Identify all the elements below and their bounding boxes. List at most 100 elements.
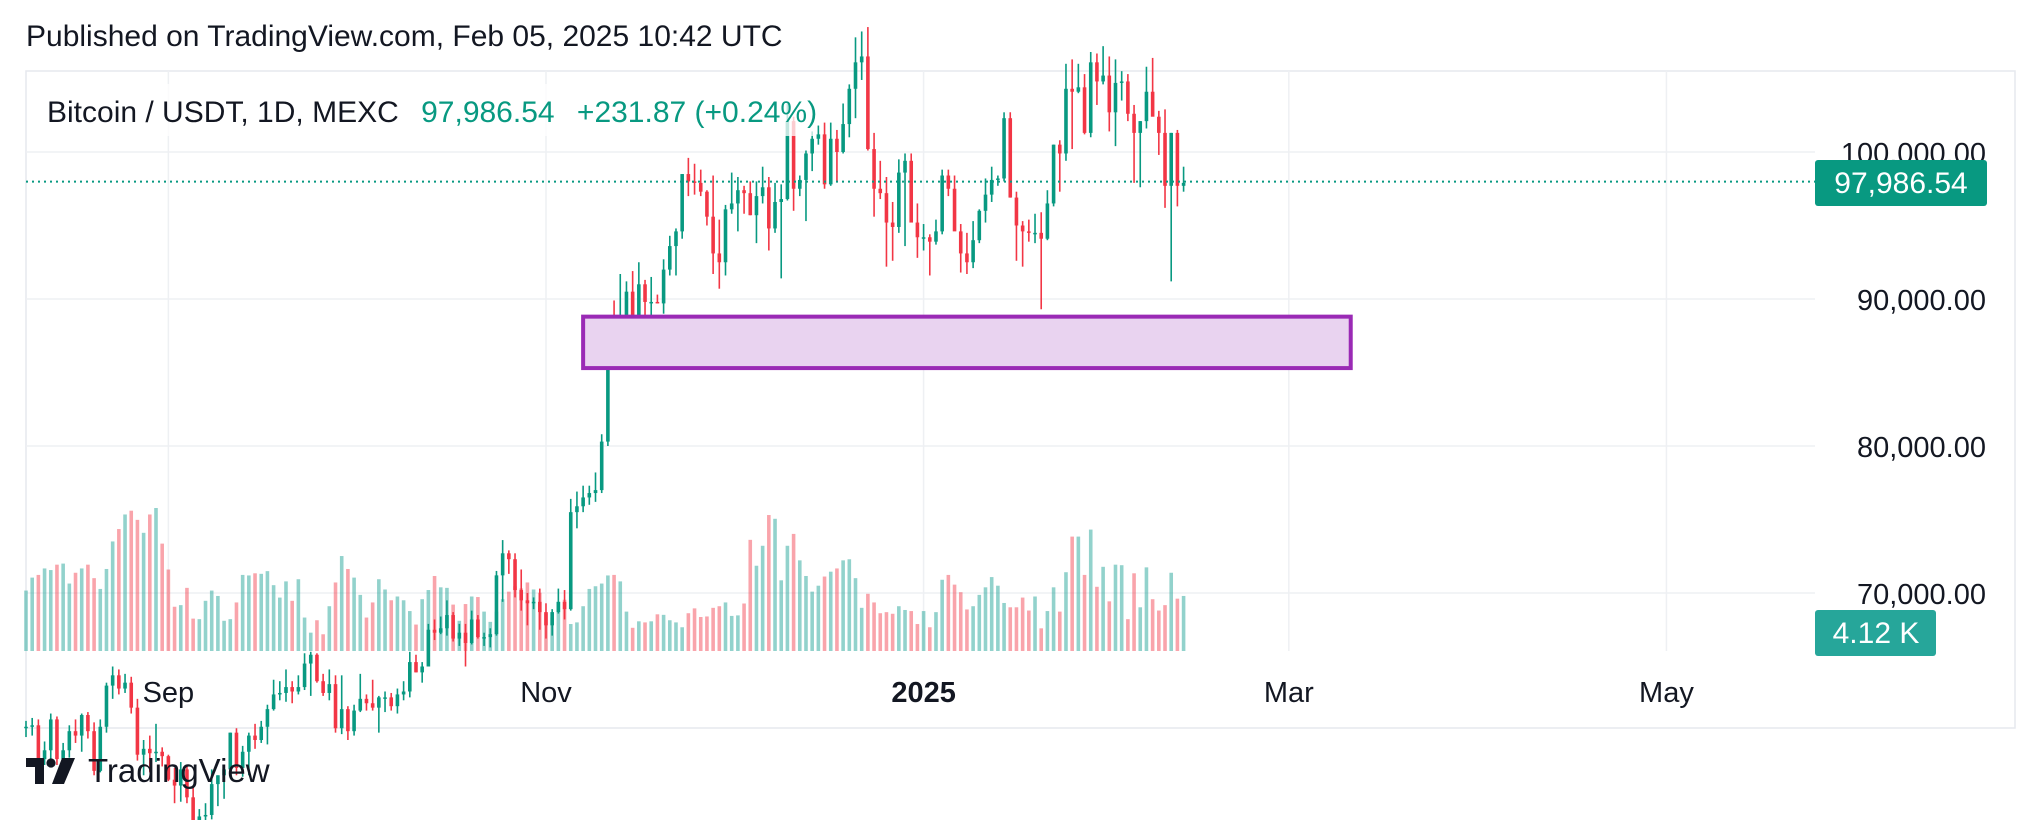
volume-bar — [785, 545, 790, 651]
candle-body — [36, 725, 41, 760]
candle-body — [389, 697, 394, 707]
candle-body — [1138, 121, 1143, 133]
candle-body — [568, 512, 573, 610]
last-price-tag: 97,986.54 — [1815, 160, 1987, 206]
volume-bar — [568, 624, 573, 651]
candle-body — [1008, 118, 1013, 198]
candle-body — [61, 750, 65, 760]
volume-bar — [148, 514, 152, 651]
volume-bar — [773, 518, 777, 651]
candle-body — [996, 178, 1000, 180]
volume-bar — [723, 602, 728, 651]
tradingview-logo-icon — [26, 758, 75, 784]
volume-bar — [643, 622, 647, 651]
candle-body — [890, 222, 895, 227]
candle-body — [903, 160, 907, 173]
candle-body — [587, 493, 592, 498]
volume-bar — [383, 589, 387, 651]
candle-body — [48, 719, 53, 751]
candle-body — [1113, 82, 1118, 113]
volume-bar — [841, 560, 845, 651]
volume-bar — [810, 591, 814, 651]
candle-body — [98, 726, 103, 771]
volume-bar — [1169, 572, 1174, 651]
candle-body — [667, 246, 672, 270]
volume-bar — [581, 606, 585, 651]
volume-bar — [630, 627, 635, 651]
tradingview-brand[interactable]: TradingView — [26, 752, 270, 790]
volume-bar — [265, 571, 270, 651]
candle-body — [1057, 144, 1062, 154]
volume-bar — [67, 583, 72, 651]
candle-body — [1169, 132, 1174, 186]
candle-body — [1181, 182, 1186, 186]
candle-body — [117, 675, 121, 689]
volume-bar — [742, 603, 746, 651]
candle-body — [30, 725, 34, 727]
volume-bar — [507, 591, 511, 651]
volume-bar — [513, 586, 517, 651]
volume-bar — [395, 596, 400, 651]
volume-bar — [110, 541, 115, 651]
candle-body — [556, 601, 561, 613]
candle-body — [327, 684, 332, 693]
candle-body — [178, 769, 183, 786]
volume-bar — [983, 587, 988, 651]
candle-body — [339, 709, 344, 729]
volume-bar — [866, 593, 870, 651]
volume-bar — [117, 529, 121, 651]
volume-bar — [1175, 598, 1180, 651]
volume-bar — [1101, 566, 1105, 651]
candle-body — [209, 784, 214, 815]
volume-bar — [222, 620, 226, 651]
volume-bar — [1088, 529, 1093, 651]
candle-body — [265, 709, 270, 727]
volume-bar — [847, 559, 852, 651]
support-zone-rectangle[interactable] — [581, 314, 1353, 371]
candle-body — [1126, 81, 1130, 114]
candle-body — [197, 816, 202, 820]
candle-body — [191, 797, 195, 820]
candle-body — [1033, 232, 1037, 235]
candle-body — [1107, 75, 1112, 113]
volume-bar — [698, 617, 703, 651]
candle-body — [494, 575, 499, 635]
volume-bar — [185, 587, 189, 651]
candle-body — [816, 134, 821, 139]
candle-body — [810, 138, 814, 154]
volume-bar — [308, 632, 313, 651]
candle-body — [1076, 87, 1081, 92]
candle-body — [797, 179, 802, 189]
volume-bar — [1095, 586, 1099, 651]
volume-bar — [154, 508, 158, 651]
volume-bar — [599, 583, 604, 651]
candle-body — [253, 735, 257, 740]
volume-bar — [729, 615, 734, 651]
candle-body — [482, 637, 486, 639]
candle-body — [216, 775, 220, 785]
candle-body — [909, 160, 914, 223]
volume-bar — [767, 515, 771, 651]
candle-body — [333, 684, 338, 729]
volume-bar — [909, 611, 914, 651]
volume-bar — [408, 611, 412, 651]
candle-body — [395, 694, 400, 707]
candle-body — [110, 675, 115, 686]
volume-bar — [519, 588, 524, 651]
volume-bar — [315, 620, 319, 651]
candle-body — [500, 553, 505, 576]
time-axis[interactable]: Sep Nov 2025 Mar May — [143, 677, 1695, 709]
volume-bar — [389, 600, 394, 651]
volume-bar — [1138, 607, 1143, 651]
volume-bar — [1057, 611, 1062, 651]
candle-body — [934, 231, 938, 242]
volume-bar — [1163, 605, 1167, 651]
candle-body — [408, 662, 412, 692]
last-price-tag-text: 97,986.54 — [1834, 167, 1967, 200]
candle-body — [680, 174, 684, 232]
volume-bar — [278, 597, 282, 651]
volume-bar — [927, 627, 932, 651]
candle-body — [346, 709, 350, 732]
